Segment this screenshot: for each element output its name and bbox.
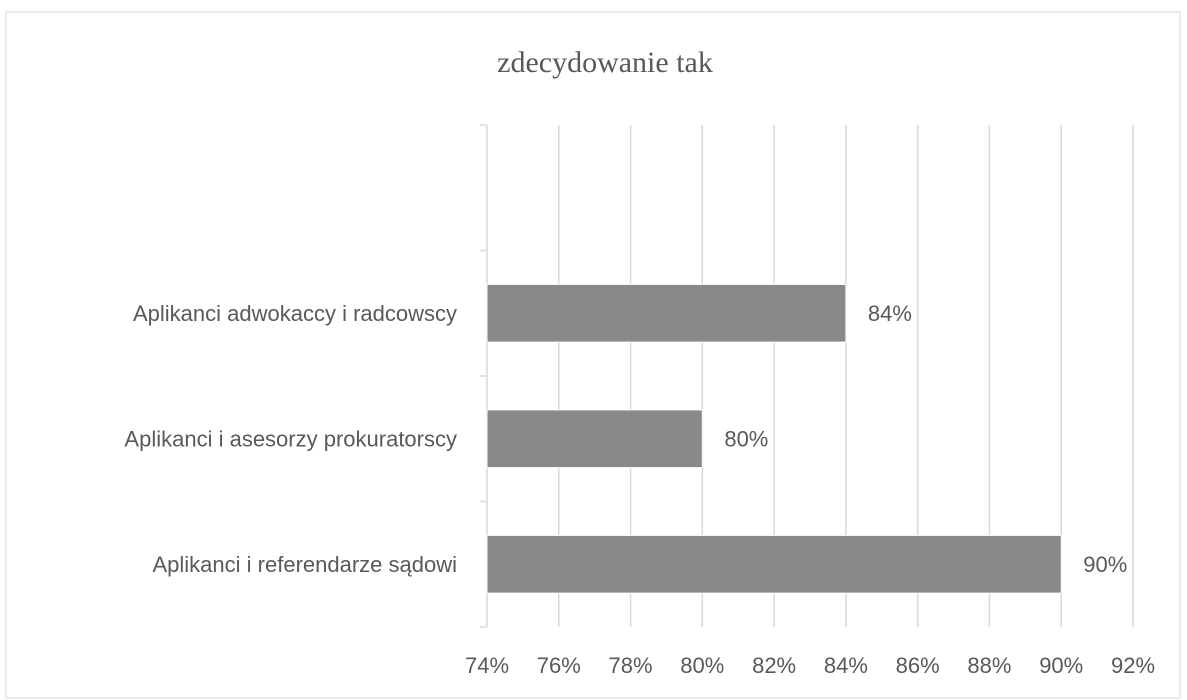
bar [486,534,1062,594]
y-tick-label: Aplikanci i referendarze sądowi [153,552,458,577]
x-tick-label: 88% [967,653,1011,678]
x-tick-label: 84% [824,653,868,678]
x-tick-label: 74% [465,653,509,678]
x-tick-label: 76% [537,653,581,678]
bar [486,283,847,343]
x-tick-label: 86% [896,653,940,678]
data-label: 90% [1083,552,1127,577]
x-tick-label: 82% [752,653,796,678]
x-tick-label: 80% [680,653,724,678]
x-tick-label: 90% [1039,653,1083,678]
x-tick-label: 78% [609,653,653,678]
y-tick-label: Aplikanci i asesorzy prokuratorscy [124,427,457,452]
bar [486,409,703,469]
x-tick-label: 92% [1111,653,1155,678]
data-label: 80% [724,427,768,452]
y-tick-label: Aplikanci adwokaccy i radcowscy [133,301,457,326]
data-label: 84% [868,301,912,326]
chart-border [5,11,1181,699]
chart-title: zdecydowanie tak [497,46,713,79]
